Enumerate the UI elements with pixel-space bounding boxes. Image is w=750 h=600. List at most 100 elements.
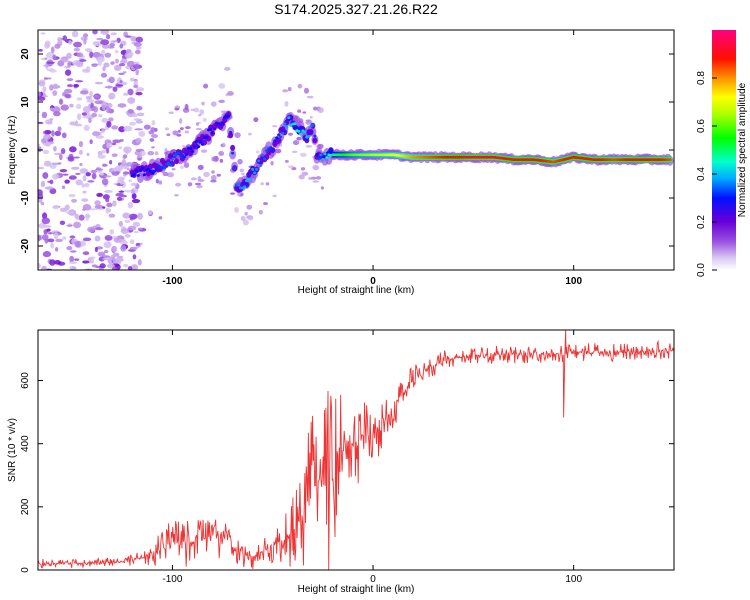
signal-core bbox=[174, 152, 179, 156]
noise-blob bbox=[82, 237, 92, 242]
signal-core bbox=[200, 142, 205, 146]
noise-blob bbox=[133, 230, 139, 234]
noise-blob bbox=[100, 72, 108, 78]
noise-blob bbox=[119, 43, 123, 49]
noise-blob bbox=[112, 167, 121, 172]
signal-core bbox=[226, 115, 231, 118]
noise-blob bbox=[96, 37, 104, 41]
noise-blob bbox=[119, 240, 128, 245]
noise-blob bbox=[135, 137, 142, 144]
noise-blob bbox=[89, 51, 94, 59]
noise-blob bbox=[61, 132, 67, 139]
noise-blob bbox=[99, 172, 104, 176]
noise-blob bbox=[40, 180, 46, 188]
noise-blob bbox=[101, 104, 106, 111]
signal-core bbox=[311, 123, 315, 127]
noise-blob bbox=[82, 190, 87, 194]
signal-core bbox=[323, 152, 327, 156]
noise-blob bbox=[101, 149, 107, 154]
y-tick-label: 400 bbox=[20, 435, 31, 452]
noise-blob bbox=[79, 59, 87, 62]
noise-blob bbox=[287, 132, 294, 136]
noise-blob bbox=[82, 115, 91, 119]
noise-blob bbox=[41, 217, 51, 225]
noise-blob bbox=[135, 36, 144, 43]
noise-blob bbox=[100, 30, 110, 35]
noise-blob bbox=[128, 179, 132, 183]
signal-edge bbox=[230, 144, 236, 151]
noise-blob bbox=[88, 208, 98, 211]
noise-blob bbox=[136, 105, 143, 111]
colorbar-tick-label: 0.2 bbox=[696, 215, 707, 229]
noise-blob bbox=[117, 103, 127, 108]
noise-blob bbox=[115, 257, 124, 262]
signal-core bbox=[220, 121, 225, 125]
noise-blob bbox=[151, 134, 159, 139]
noise-blob bbox=[54, 130, 62, 137]
noise-blob bbox=[44, 129, 52, 135]
noise-blob bbox=[99, 263, 106, 269]
signal-core bbox=[182, 155, 187, 159]
noise-blob bbox=[134, 63, 140, 70]
noise-blob bbox=[270, 160, 274, 166]
noise-blob bbox=[49, 179, 54, 185]
noise-blob bbox=[38, 146, 42, 153]
noise-blob bbox=[44, 57, 48, 60]
noise-blob bbox=[94, 235, 101, 242]
noise-blob bbox=[135, 91, 143, 96]
noise-blob bbox=[123, 189, 132, 193]
noise-blob bbox=[66, 245, 73, 251]
noise-blob bbox=[94, 246, 98, 253]
noise-blob bbox=[136, 112, 145, 117]
noise-blob bbox=[104, 189, 113, 194]
noise-blob bbox=[274, 148, 282, 154]
noise-blob bbox=[85, 172, 91, 177]
figure-title: S174.2025.327.21.26.R22 bbox=[274, 1, 438, 17]
noise-blob bbox=[111, 125, 119, 130]
noise-blob bbox=[197, 164, 204, 170]
spectrogram-y-ticks: -20 -10 0 10 20 bbox=[20, 48, 674, 253]
noise-blob bbox=[263, 201, 268, 206]
noise-blob bbox=[113, 40, 119, 43]
signal-core bbox=[140, 166, 144, 170]
noise-blob bbox=[112, 200, 117, 207]
signal-core bbox=[138, 169, 142, 173]
colorbar-label: Normalized spectral amplitude bbox=[737, 82, 748, 217]
noise-blob bbox=[303, 87, 310, 94]
signal-core bbox=[198, 140, 203, 144]
noise-blob bbox=[100, 49, 106, 56]
x-tick-label: 0 bbox=[370, 276, 376, 287]
signal-edge bbox=[167, 153, 173, 160]
noise-blob bbox=[287, 86, 292, 92]
noise-blob bbox=[256, 150, 260, 154]
noise-blob bbox=[59, 168, 68, 173]
signal-edge bbox=[308, 128, 314, 135]
snr-marks bbox=[38, 330, 674, 570]
noise-blob bbox=[102, 163, 108, 167]
noise-blob bbox=[222, 142, 226, 147]
noise-blob bbox=[121, 58, 128, 64]
noise-blob bbox=[287, 165, 294, 169]
colorbar-tick-label: 0.6 bbox=[696, 119, 707, 133]
noise-blob bbox=[68, 194, 76, 198]
noise-blob bbox=[151, 146, 155, 149]
noise-blob bbox=[69, 146, 77, 153]
noise-blob bbox=[57, 36, 62, 42]
noise-blob bbox=[135, 46, 142, 50]
noise-blob bbox=[64, 204, 70, 211]
noise-blob bbox=[129, 121, 136, 126]
noise-blob bbox=[115, 58, 119, 64]
noise-blob bbox=[190, 177, 197, 181]
noise-blob bbox=[108, 92, 116, 100]
signal-core bbox=[243, 185, 247, 189]
signal-core bbox=[249, 178, 253, 182]
snr-xlabel: Height of straight line (km) bbox=[298, 584, 415, 595]
noise-blob bbox=[67, 156, 75, 162]
signal-core bbox=[233, 166, 237, 170]
signal-core bbox=[196, 145, 201, 149]
noise-blob bbox=[126, 60, 136, 67]
noise-blob bbox=[102, 206, 106, 209]
signal-core bbox=[166, 161, 171, 165]
signal-core bbox=[136, 174, 140, 177]
noise-blob bbox=[111, 245, 118, 253]
